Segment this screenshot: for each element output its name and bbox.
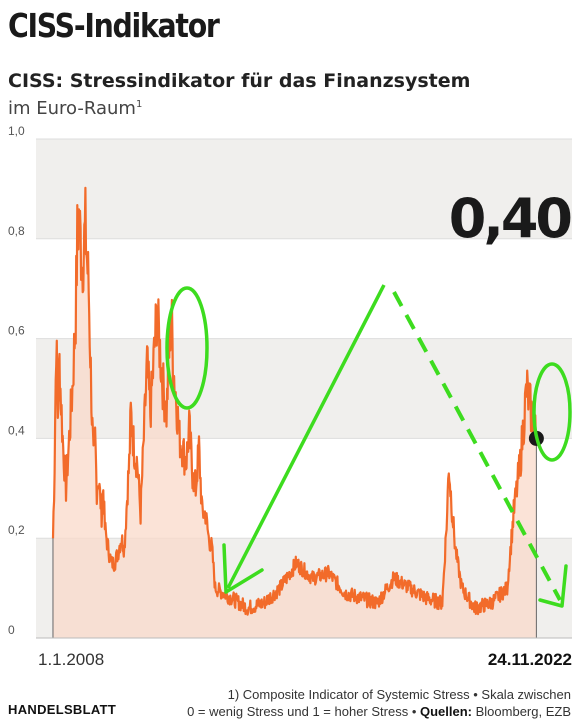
- grid-band: [36, 139, 572, 239]
- series-line: [51, 186, 538, 616]
- series-area: [53, 187, 537, 639]
- current-value-label: 0,40: [449, 187, 571, 250]
- footnote: 1) Composite Indicator of Systemic Stres…: [187, 686, 571, 720]
- sources-text: Bloomberg, EZB: [472, 704, 571, 719]
- footnote-marker: 1: [135, 99, 143, 110]
- y-tick-label: 0,4: [8, 423, 25, 437]
- chart-subtitle-region: im Euro-Raum1: [8, 98, 142, 119]
- annotation-arrow-line: [226, 284, 386, 589]
- annotation-dashed-arrow: [392, 291, 562, 601]
- x-end-label: 24.11.2022: [488, 650, 572, 669]
- footnote-line-2: 0 = wenig Stress und 1 = hoher Stress • …: [187, 703, 571, 720]
- annotation-ellipse-2011: [165, 286, 209, 410]
- publisher-logo: HANDELSBLATT: [8, 702, 117, 717]
- grid-band: [36, 338, 572, 439]
- footnote-line-1: 1) Composite Indicator of Systemic Stres…: [227, 687, 571, 702]
- y-tick-label: 1,0: [8, 124, 25, 138]
- ciss-chart: 0 0,2 0,4 0,6 0,8 1,0 0,40 1.1.2008 24.11.2022: [8, 124, 573, 669]
- y-tick-label: 0,8: [8, 224, 25, 238]
- page-title: CISS-Indikator: [8, 6, 220, 45]
- x-start-label: 1.1.2008: [38, 650, 104, 669]
- annotation-ellipse-2022: [532, 362, 572, 462]
- annotation-arrowhead-left: [222, 543, 264, 594]
- y-tick-label: 0,2: [8, 523, 25, 537]
- footnote-scale: 0 = wenig Stress und 1 = hoher Stress •: [187, 704, 420, 719]
- chart-subtitle: CISS: Stressindikator für das Finanzsyst…: [8, 70, 471, 92]
- chart-subtitle-region-text: im Euro-Raum: [8, 98, 136, 119]
- y-tick-label: 0: [8, 623, 15, 637]
- sources-label: Quellen:: [419, 704, 472, 719]
- annotation-arrowhead-right: [538, 564, 568, 608]
- y-tick-label: 0,6: [8, 324, 25, 338]
